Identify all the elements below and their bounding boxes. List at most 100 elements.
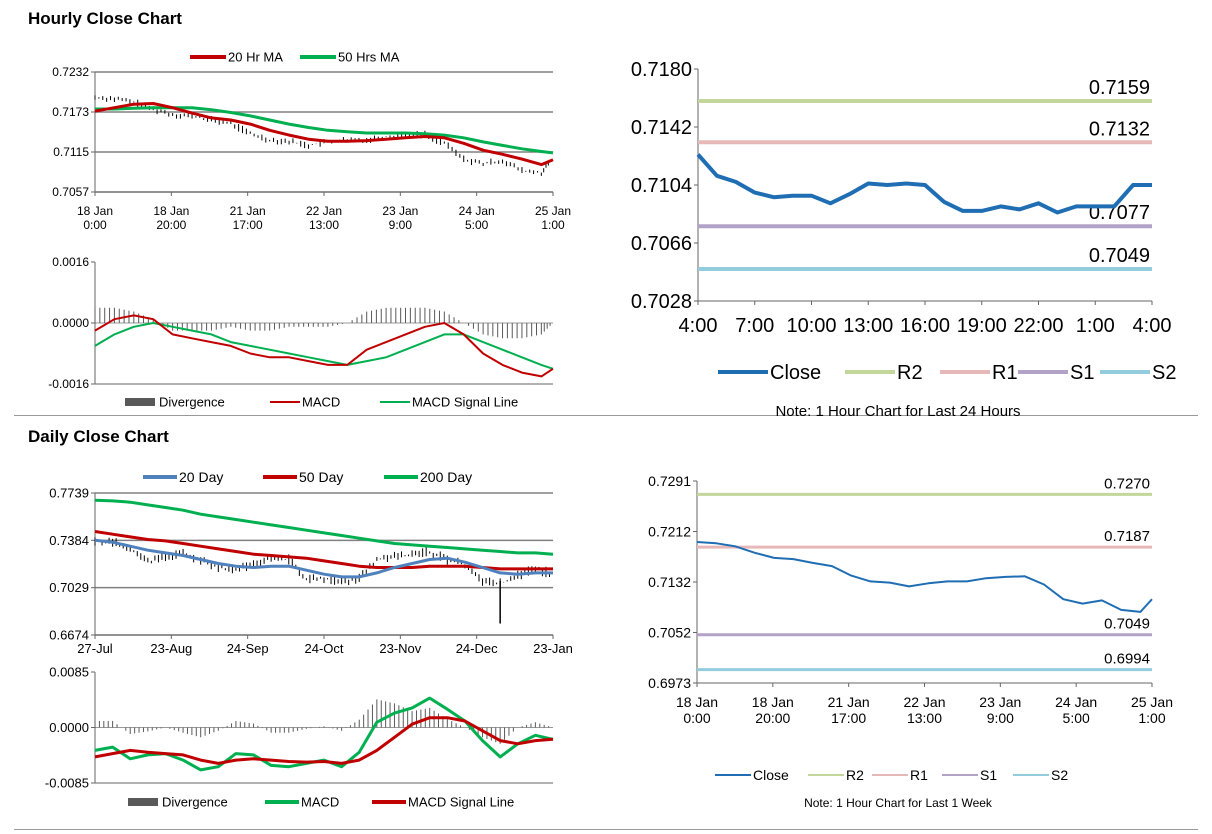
hourly24-x-tick-label: 4:00 — [679, 315, 718, 337]
hourly24-r1-legend-label: R1 — [992, 362, 1018, 384]
hourly-price-x-tick-label: 21 Jan 17:00 — [230, 204, 266, 232]
bottom-divider — [14, 829, 1198, 830]
daily-price-x-tick-label: 24-Dec — [456, 641, 498, 656]
hourly24-s2-legend-label: S2 — [1152, 362, 1176, 384]
hourly-price-x-tick-label: 18 Jan 0:00 — [77, 204, 113, 232]
hourly24-y-tick-label: 0.7028 — [631, 291, 692, 313]
weekly-r2-label: 0.7270 — [1104, 475, 1150, 492]
hourly-macd-legend-label: MACD — [302, 395, 340, 410]
hourly-macd-divergence-legend-label: Divergence — [159, 395, 225, 410]
daily-200day-legend-label: 200 Day — [420, 469, 472, 485]
hourly-price-x-tick-label: 25 Jan 1:00 — [535, 204, 571, 232]
weekly-y-tick-label: 0.7212 — [648, 523, 691, 539]
daily-price-x-tick-label: 23-Aug — [150, 641, 192, 656]
daily-50day-legend-label: 50 Day — [299, 469, 343, 485]
daily-price-x-tick-label: 27-Jul — [77, 641, 113, 656]
daily-price-x-tick-label: 23-Jan — [533, 641, 573, 656]
daily-price-y-tick-label: 0.6674 — [49, 628, 89, 643]
hourly-price-x-tick-label: 22 Jan 13:00 — [306, 204, 342, 232]
weekly-s2-legend-label: S2 — [1051, 767, 1068, 783]
weekly-s2-label: 0.6994 — [1104, 651, 1150, 668]
hourly24-y-tick-label: 0.7180 — [631, 59, 692, 81]
weekly-x-tick-label: 22 Jan 13:00 — [903, 694, 945, 726]
hourly24-x-tick-label: 1:00 — [1076, 315, 1115, 337]
hourly24-x-tick-label: 4:00 — [1133, 315, 1172, 337]
hourly-macd-y-tick-label: 0.0016 — [52, 255, 89, 269]
daily-price-x-tick-label: 23-Nov — [379, 641, 421, 656]
daily-macd-divergence-legend-label: Divergence — [162, 795, 228, 810]
weekly-r1-label: 0.7187 — [1104, 528, 1150, 545]
hourly24-note: Note: 1 Hour Chart for Last 24 Hours — [775, 403, 1020, 420]
daily-price-x-tick-label: 24-Oct — [304, 641, 343, 656]
weekly-r2-legend-label: R2 — [846, 767, 864, 783]
hourly24-r2-legend-label: R2 — [897, 362, 923, 384]
hourly-price-y-tick-label: 0.7057 — [52, 185, 89, 199]
daily-macd-y-tick-label: 0.0085 — [49, 665, 89, 680]
hourly-macd-y-tick-label: -0.0016 — [48, 377, 89, 391]
weekly-y-tick-label: 0.7132 — [648, 574, 691, 590]
weekly-x-tick-label: 21 Jan 17:00 — [828, 694, 870, 726]
hourly-price-y-tick-label: 0.7115 — [53, 145, 89, 159]
hourly-50hr-ma-legend-label: 50 Hrs MA — [338, 50, 400, 65]
hourly24-y-tick-label: 0.7066 — [631, 233, 692, 255]
weekly-s1-legend-label: S1 — [980, 767, 997, 783]
daily-price-y-tick-label: 0.7029 — [49, 580, 89, 595]
hourly24-s2-label: 0.7049 — [1089, 245, 1150, 267]
hourly-macd-line — [94, 314, 554, 378]
weekly-x-tick-label: 24 Jan 5:00 — [1055, 694, 1097, 726]
section-divider — [14, 415, 1198, 416]
hourly24-close-legend-label: Close — [770, 362, 821, 384]
daily-macd-signal-legend-label: MACD Signal Line — [408, 795, 514, 810]
hourly-price-y-tick-label: 0.7232 — [52, 65, 89, 79]
weekly-y-tick-label: 0.6973 — [648, 675, 691, 691]
daily-20day-line — [94, 538, 553, 579]
daily-section-title: Daily Close Chart — [28, 427, 169, 446]
daily-macd-y-tick-label: -0.0085 — [45, 776, 89, 791]
daily-macd-legend-label: MACD — [301, 795, 339, 810]
hourly-macd-divergence-legend-swatch — [125, 398, 155, 406]
weekly-s1-label: 0.7049 — [1104, 616, 1150, 633]
weekly-y-tick-label: 0.7052 — [648, 624, 691, 640]
hourly24-x-tick-label: 19:00 — [957, 315, 1007, 337]
weekly-r1-legend-label: R1 — [910, 767, 928, 783]
weekly-note: Note: 1 Hour Chart for Last 1 Week — [804, 796, 993, 810]
daily-macd-divergence-legend-swatch — [128, 798, 158, 806]
hourly-price-y-tick-label: 0.7173 — [52, 105, 89, 119]
hourly-macd-y-tick-label: 0.0000 — [52, 316, 89, 330]
hourly24-s1-legend-label: S1 — [1070, 362, 1094, 384]
daily-price-x-tick-label: 24-Sep — [227, 641, 269, 656]
weekly-y-tick-label: 0.7291 — [648, 473, 691, 489]
hourly24-y-tick-label: 0.7142 — [631, 117, 692, 139]
hourly24-x-tick-label: 10:00 — [786, 315, 836, 337]
hourly24-close-line — [696, 153, 1152, 215]
daily-20day-legend-label: 20 Day — [179, 469, 223, 485]
daily-macd-y-tick-label: 0.0000 — [49, 720, 89, 735]
daily-200day-line — [94, 498, 554, 556]
hourly-section-title: Hourly Close Chart — [28, 9, 182, 28]
hourly-price-x-tick-label: 24 Jan 5:00 — [459, 204, 495, 232]
hourly24-x-tick-label: 22:00 — [1013, 315, 1063, 337]
hourly-50hr-ma-line — [95, 106, 554, 155]
weekly-close-line — [696, 541, 1153, 613]
weekly-x-tick-label: 25 Jan 1:00 — [1131, 694, 1173, 726]
daily-macd-line — [94, 696, 554, 772]
daily-macd-signal-line — [94, 716, 554, 765]
hourly-20hr-ma-legend-label: 20 Hr MA — [228, 50, 283, 65]
hourly-macd-signal-legend-label: MACD Signal Line — [412, 395, 518, 410]
hourly-20hr-ma-line — [94, 102, 554, 167]
weekly-x-tick-label: 18 Jan 20:00 — [752, 694, 794, 726]
daily-price-y-tick-label: 0.7739 — [49, 486, 89, 501]
hourly-price-x-tick-label: 23 Jan 9:00 — [382, 204, 418, 232]
hourly-price-x-tick-label: 18 Jan 20:00 — [153, 204, 189, 232]
daily-price-y-tick-label: 0.7384 — [49, 533, 89, 548]
hourly24-x-tick-label: 16:00 — [900, 315, 950, 337]
hourly24-x-tick-label: 13:00 — [843, 315, 893, 337]
hourly24-r1-label: 0.7132 — [1089, 118, 1150, 140]
hourly24-y-tick-label: 0.7104 — [631, 175, 692, 197]
weekly-x-tick-label: 23 Jan 9:00 — [979, 694, 1021, 726]
hourly-macd-signal-line — [94, 322, 554, 370]
weekly-x-tick-label: 18 Jan 0:00 — [676, 694, 718, 726]
weekly-close-legend-label: Close — [753, 767, 789, 783]
hourly24-r2-label: 0.7159 — [1089, 77, 1150, 99]
